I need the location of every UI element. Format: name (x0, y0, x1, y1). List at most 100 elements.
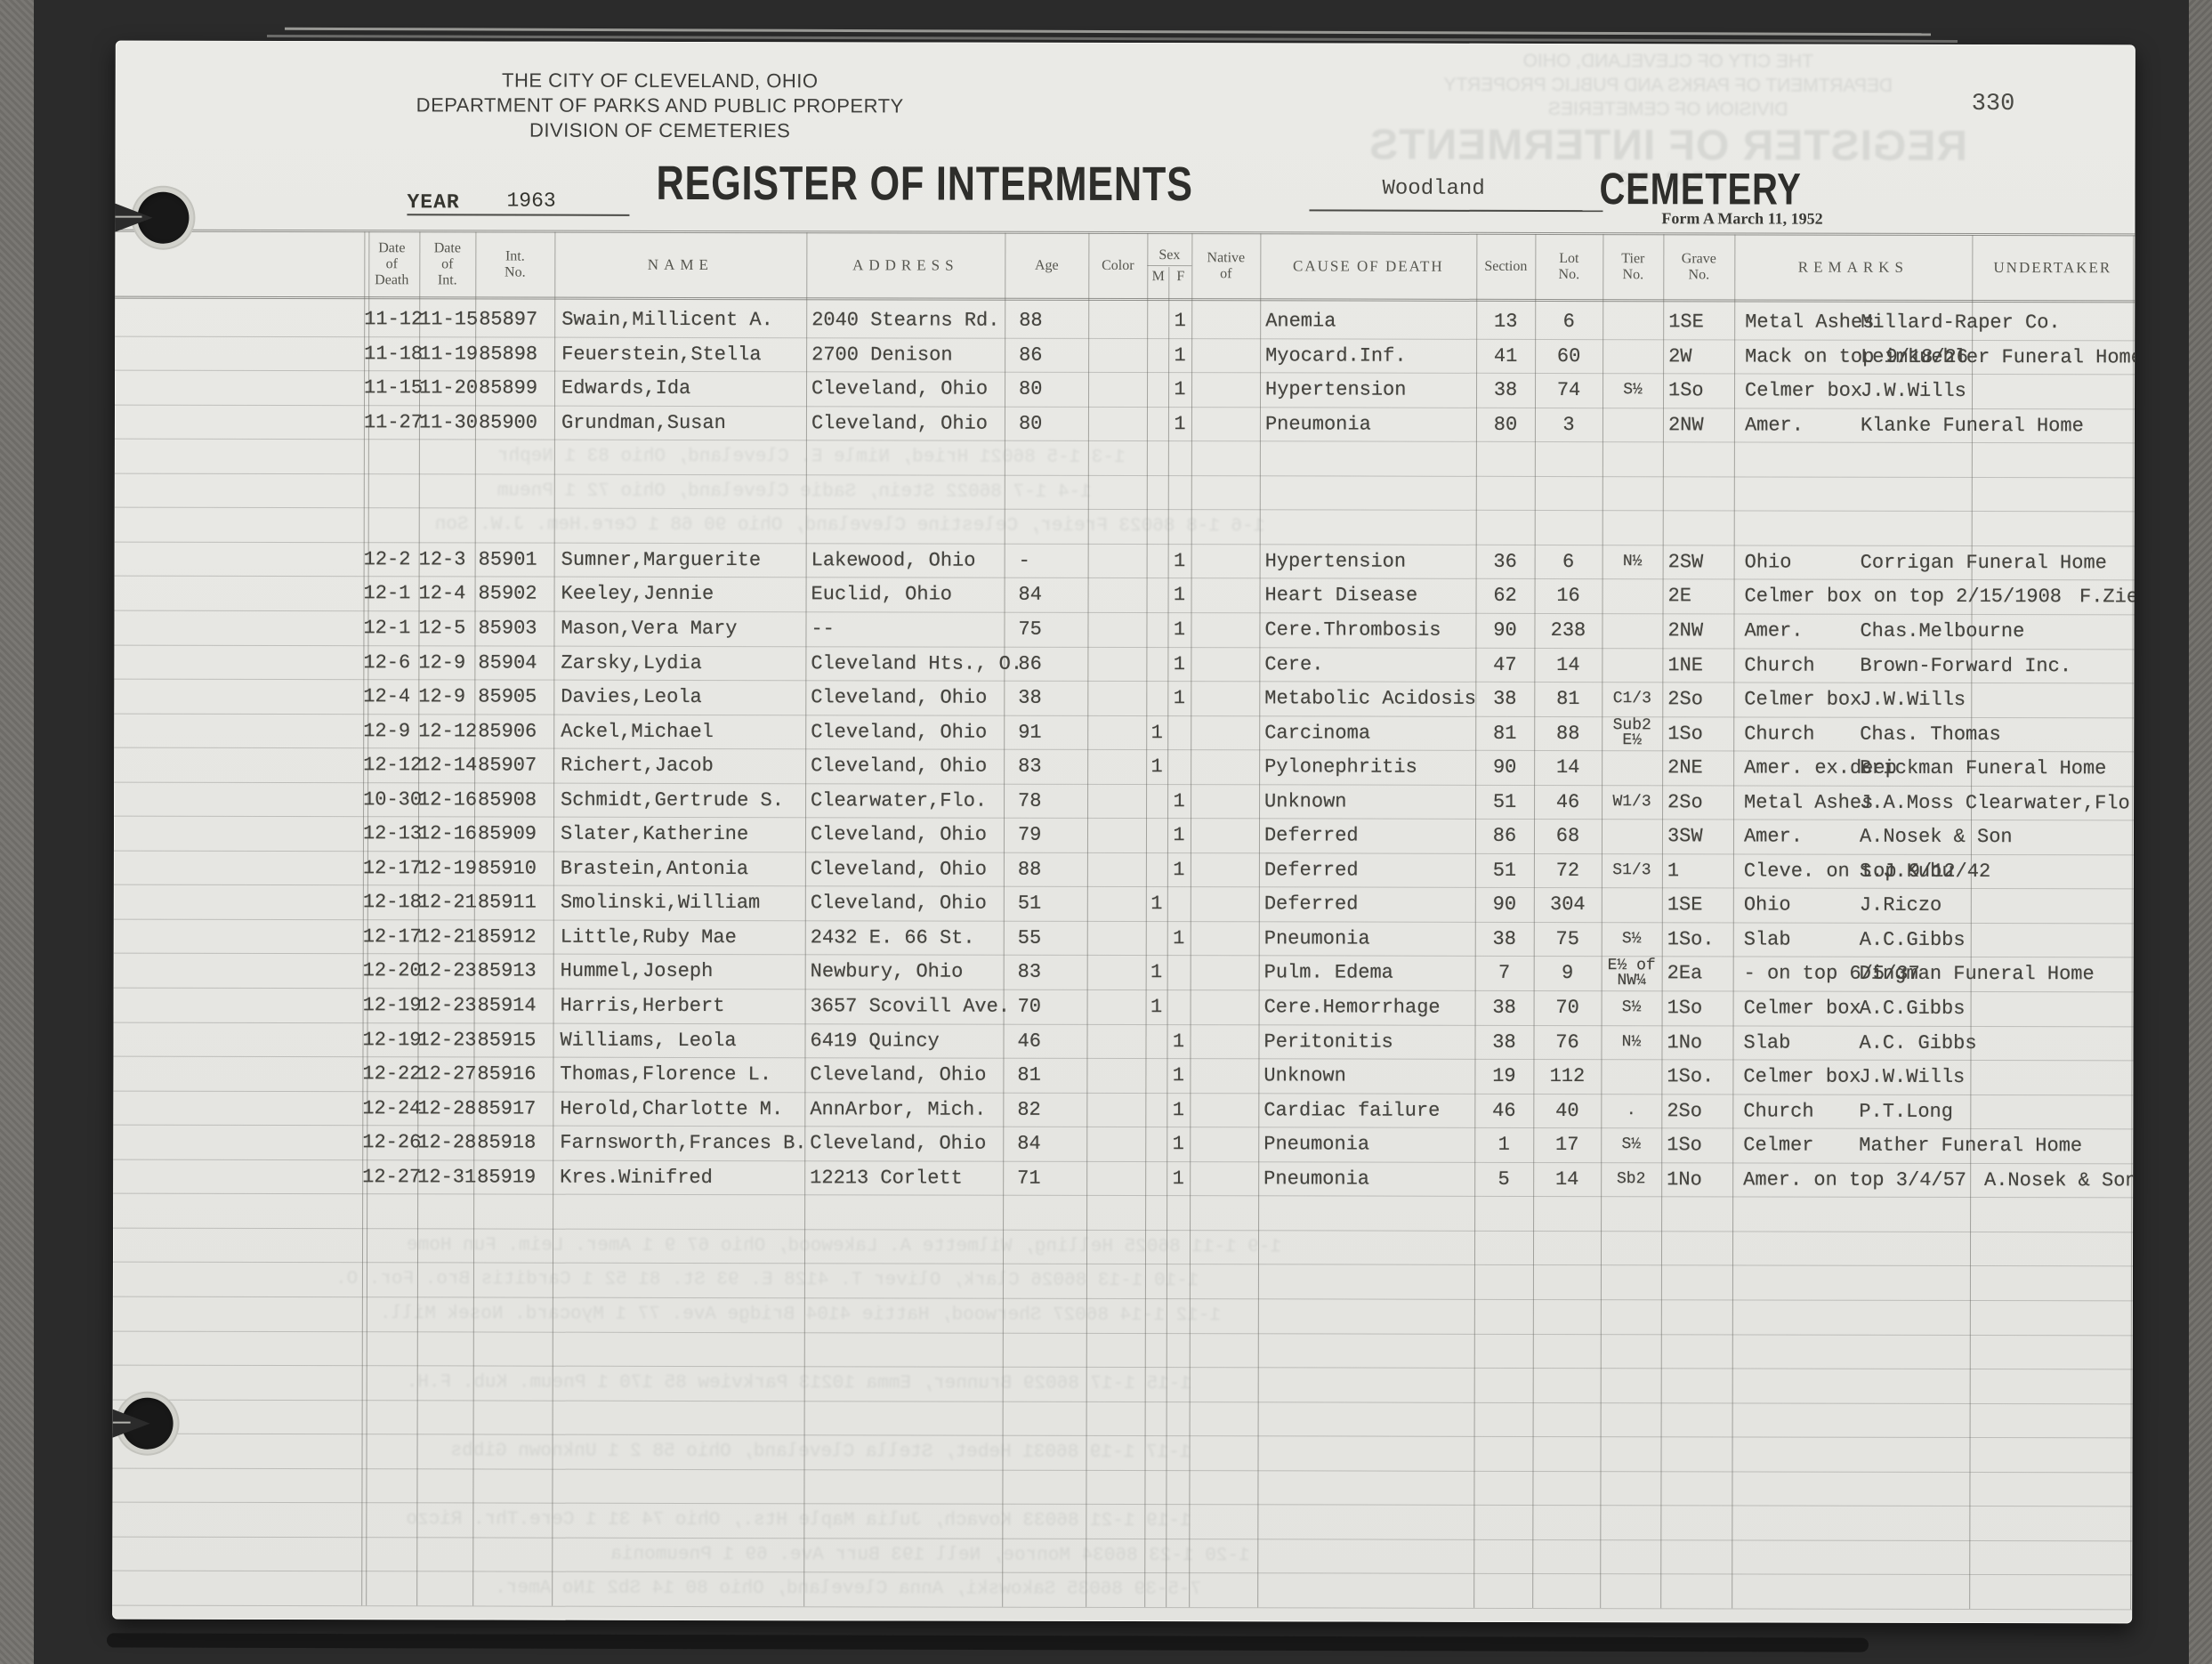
cell-int-no: 85913 (477, 959, 537, 983)
col-header-remarks: REMARKS (1797, 258, 1909, 276)
cell-cause: Peritonitis (1263, 1030, 1393, 1054)
cell-remarks-undertaker: Metal Ashes J.A.Moss Clearwater,Flo. (1733, 791, 2135, 814)
cell-tier-no: S½ (1621, 1135, 1642, 1154)
cell-section: 90 (1493, 618, 1517, 642)
cell-date-of-death: 12-2 (363, 548, 411, 571)
cell-lot-no: 40 (1555, 1099, 1579, 1122)
cell-address: 3657 Scovill Ave. (810, 995, 1011, 1018)
cell-tier-no: C1/3 (1612, 690, 1651, 708)
cell-address: Cleveland, Ohio (811, 720, 988, 744)
cell-sex-f: 1 (1172, 1133, 1184, 1156)
cell-int-no: 85910 (477, 857, 537, 880)
cell-address: Clearwater,Flo. (811, 788, 988, 812)
cell-grave-no: 1So (1668, 379, 1704, 402)
page-number: 330 (1971, 90, 2015, 118)
bleed-through-text: 1-9 1-11 86025 Helling, Wilmette A. Lake… (407, 1235, 1282, 1258)
cell-lot-no: 9 (1562, 962, 1574, 985)
cell-date-of-int: 12-23 (417, 1028, 477, 1052)
cell-address: 2040 Stearns Rd. (811, 309, 1000, 332)
cell-sex-f: 1 (1172, 1167, 1184, 1190)
table-row: 11-18 11-19 85898 Feuerstein,Stella 2700… (364, 336, 2135, 375)
cell-undertaker: Leimkuehler Funeral Home (1861, 345, 2135, 368)
cell-age: 51 (1017, 893, 1042, 916)
cell-remarks-undertaker: Celmer box on top 2/15/1908 F.Ziehm Co. (1734, 586, 2135, 609)
cell-undertaker: Brown-Forward Inc. (1860, 654, 2072, 677)
cell-remarks-undertaker: Celmer box A.C.Gibbs (1733, 997, 2132, 1020)
cell-tier-no: S1/3 (1612, 860, 1651, 880)
cell-address: Cleveland, Ohio (810, 1063, 987, 1086)
cell-remarks-undertaker: Ohio J.Riczo (1733, 894, 2132, 917)
cell-int-no: 85900 (478, 411, 538, 434)
cell-date-of-int: 12-19 (417, 857, 477, 880)
cell-tier-no: Sb2 (1616, 1169, 1646, 1188)
cell-section: 38 (1493, 687, 1517, 710)
bleed-through-text: 1-19 1-21 86033 Kovach, Julia Maple Hts.… (406, 1509, 1191, 1532)
cell-name: Thomas,Florence L. (560, 1062, 772, 1086)
cell-age: 79 (1017, 824, 1042, 847)
cell-remarks: Ohio (1744, 551, 1792, 574)
cell-int-no: 85901 (478, 548, 537, 571)
cell-age: 80 (1019, 377, 1043, 400)
cell-section: 38 (1492, 996, 1516, 1019)
cell-remarks: Church (1743, 1100, 1814, 1123)
cemetery-name-entry: Woodland (1382, 176, 1485, 201)
table-row: 12-17 12-21 85912 Little,Ruby Mae 2432 E… (363, 919, 2132, 957)
cell-lot-no: 60 (1556, 344, 1581, 368)
cell-date-of-int: 11-19 (419, 342, 479, 366)
cell-undertaker: A.Nosek & Son (1859, 825, 2013, 849)
year-underline (407, 214, 630, 216)
cell-section: 80 (1493, 413, 1518, 436)
cell-sex-m: 1 (1150, 721, 1163, 744)
cell-date-of-int: 12-28 (417, 1131, 477, 1154)
cell-undertaker: A.C.Gibbs (1859, 997, 1966, 1020)
cell-remarks-undertaker: Mack on top 9/18/26 Leimkuehler Funeral … (1734, 345, 2135, 368)
bleed-through-text: 1-3 1-5 86021 Hried, Nimle E. Cleveland,… (496, 446, 1126, 469)
cell-age: 75 (1018, 618, 1042, 641)
cell-age: 81 (1017, 1063, 1041, 1086)
table-row: 12-9 12-12 85906 Ackel,Michael Cleveland… (363, 714, 2132, 752)
col-header-date-of-death: Date of Death (375, 240, 409, 288)
agency-line-2: DEPARTMENT OF PARKS AND PUBLIC PROPERTY (416, 93, 904, 117)
cell-date-of-death: 12-9 (363, 719, 411, 742)
table-row: 11-12 11-15 85897 Swain,Millicent A. 204… (364, 302, 2133, 340)
cell-int-no: 85914 (477, 994, 537, 1017)
cell-section: 62 (1493, 585, 1517, 608)
cell-date-of-int: 12-9 (418, 650, 466, 674)
cell-remarks: Celmer box (1743, 997, 1861, 1020)
cell-grave-no: 2NW (1667, 619, 1704, 642)
cell-sex-f: 1 (1173, 652, 1186, 675)
cell-lot-no: 72 (1555, 859, 1580, 882)
cell-grave-no: 2So (1667, 688, 1703, 711)
cell-address: 2700 Denison (811, 343, 953, 367)
bleed-through-text: 1-15 1-17 86029 Brunner, Emma 10213 Park… (406, 1372, 1191, 1395)
cell-age: 70 (1017, 995, 1042, 1018)
cell-remarks: Amer. (1744, 619, 1804, 642)
cell-remarks: Church (1744, 723, 1815, 746)
cell-lot-no: 88 (1556, 722, 1580, 745)
cell-lot-no: 46 (1555, 790, 1580, 813)
cell-int-no: 85908 (478, 788, 537, 812)
cell-grave-no: 2W (1668, 344, 1692, 368)
cell-cause: Myocard.Inf. (1265, 343, 1407, 368)
cell-sex-f: 1 (1174, 310, 1186, 333)
cell-cause: Pneumonia (1263, 1133, 1370, 1156)
cell-cause: Unknown (1263, 1064, 1346, 1087)
cell-date-of-death: 11-27 (363, 410, 424, 433)
cell-cause: Pneumonia (1263, 927, 1370, 950)
cell-remarks-undertaker: Celmer box J.W.Wills (1734, 380, 2133, 403)
cell-name: Hummel,Joseph (560, 960, 714, 983)
cell-remarks-undertaker: Ohio Corrigan Funeral Home (1734, 551, 2133, 574)
table-row: 12-1 12-5 85903 Mason,Vera Mary -- 75 1 … (363, 610, 2132, 649)
cell-remarks: Amer. on top 3/4/57 (1743, 1168, 1967, 1191)
cell-remarks-undertaker: Celmer box J.W.Wills (1733, 688, 2132, 712)
cell-remarks-undertaker: Metal Ashes Millard-Raper Co. (1734, 311, 2133, 334)
table-row: 12-27 12-31 85919 Kres.Winifred 12213 Co… (362, 1159, 2135, 1198)
cell-lot-no: 74 (1556, 379, 1581, 402)
cell-int-no: 85919 (477, 1166, 537, 1189)
cell-address: Cleveland, Ohio (810, 858, 987, 881)
cell-address: Cleveland, Ohio (810, 1132, 987, 1155)
cell-name: Kres.Winifred (560, 1166, 713, 1189)
cell-cause: Cere.Thrombosis (1264, 618, 1441, 642)
cell-remarks-undertaker: Church Chas. Thomas (1733, 723, 2132, 746)
cell-int-no: 85898 (479, 343, 538, 366)
